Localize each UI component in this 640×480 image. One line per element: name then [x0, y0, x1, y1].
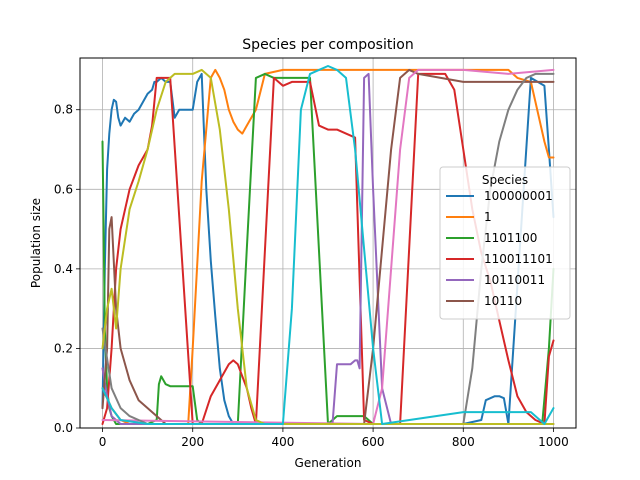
chart-title: Species per composition	[242, 37, 413, 53]
y-tick-label: 0.4	[54, 262, 73, 276]
legend-label: 10110011	[484, 273, 545, 287]
legend: Species 100000001 1 1101100 110011101 101100…	[439, 166, 571, 320]
x-tick-label: 400	[271, 435, 294, 449]
series-line-6	[101, 68, 555, 425]
legend-items: 100000001 1 1101100 110011101 10110011 10110	[446, 189, 553, 308]
y-tick-label: 0.0	[54, 421, 73, 435]
y-axis-label: Population size	[29, 198, 43, 288]
x-tick-label: 800	[452, 435, 475, 449]
y-tick-label: 0.8	[54, 103, 73, 117]
legend-label: 100000001	[484, 189, 553, 203]
y-axis: 0.0 0.2 0.4 0.6 0.8	[54, 103, 80, 435]
legend-label: 10110	[484, 294, 522, 308]
plot-frame	[79, 57, 577, 429]
series-line-0	[101, 72, 555, 425]
legend-label: 1	[484, 210, 492, 224]
y-tick-label: 0.6	[54, 182, 73, 196]
x-tick-label: 200	[181, 435, 204, 449]
x-tick-label: 0	[99, 435, 107, 449]
y-tick-label: 0.2	[54, 341, 73, 355]
series-line-9	[101, 65, 555, 425]
x-tick-label: 1000	[538, 435, 569, 449]
legend-label: 110011101	[484, 252, 553, 266]
x-axis-label: Generation	[295, 456, 362, 470]
x-tick-label: 600	[362, 435, 385, 449]
legend-title: Species	[482, 173, 528, 187]
series-line-8	[101, 68, 555, 425]
legend-label: 1101100	[484, 231, 537, 245]
x-axis: 0 200 400 600 800 1000	[99, 428, 569, 449]
